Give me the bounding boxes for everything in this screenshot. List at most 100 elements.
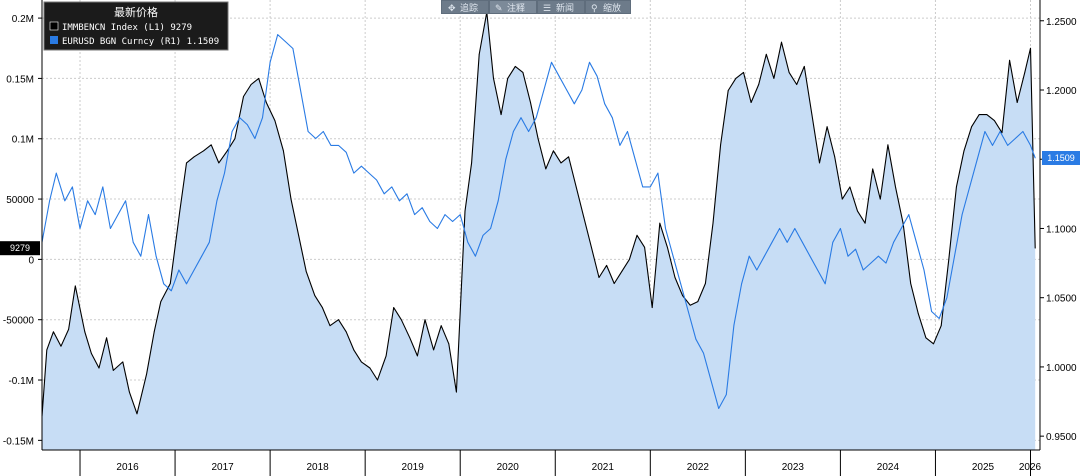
series-1-point-76 <box>619 145 621 146</box>
legend-title: 最新价格 <box>114 5 158 19</box>
series-0-point-117 <box>940 325 942 327</box>
series-0-point-126 <box>1009 59 1010 61</box>
series-0-point-119 <box>956 186 957 188</box>
series-0-point-75 <box>621 271 623 272</box>
series-1-point-21 <box>201 255 203 257</box>
series-0-point-114 <box>917 313 919 315</box>
series-0-point-49 <box>424 319 426 321</box>
series-1-point-61 <box>505 158 507 160</box>
tool-track-button[interactable]: ✥ 追踪 <box>442 1 488 13</box>
series-1-point-1 <box>49 200 50 202</box>
series-1-point-48 <box>406 193 408 195</box>
series-1-point-37 <box>322 131 324 132</box>
series-0-point-4 <box>68 329 69 330</box>
series-0-point-53 <box>456 391 457 393</box>
series-1-point-128 <box>1014 138 1016 139</box>
series-1-point-49 <box>414 214 415 216</box>
series-1-point-131 <box>1034 157 1036 159</box>
series-0-point-47 <box>409 337 411 339</box>
series-0-point-60 <box>507 78 509 79</box>
series-1-point-16 <box>163 283 165 285</box>
series-1-point-119 <box>946 297 948 299</box>
series-0-point-37 <box>329 325 331 327</box>
series-0-point-42 <box>369 367 371 369</box>
series-0-point-13 <box>136 413 138 415</box>
series-0-point-129 <box>1030 47 1031 49</box>
series-0-point-52 <box>448 343 450 345</box>
series-0-point-28 <box>258 78 260 79</box>
series-0-point-64 <box>537 138 539 140</box>
series-0-point-99 <box>803 66 805 67</box>
series-1-point-24 <box>224 172 225 174</box>
series-0-point-79 <box>651 307 653 308</box>
series-1-point-43 <box>368 172 370 174</box>
tool-zoom-button[interactable]: ⚲ 缩放 <box>586 1 630 13</box>
x-tick-label-2019: 2019 <box>402 462 425 473</box>
series-0-point-81 <box>667 246 668 248</box>
series-0-point-17 <box>169 283 171 284</box>
series-1-point-73 <box>596 75 598 77</box>
series-0-point-29 <box>265 102 267 103</box>
series-0-point-34 <box>305 271 307 272</box>
x-tick-label-2018: 2018 <box>307 462 330 473</box>
series-0-point-97 <box>788 72 790 73</box>
series-1-point-88 <box>710 380 712 382</box>
right-tick-label-5: 1.2000 <box>1046 86 1077 97</box>
series-0-point-45 <box>393 307 395 308</box>
series-0-point-19 <box>186 162 187 164</box>
series-1-point-28 <box>254 138 256 139</box>
series-0-point-115 <box>925 337 927 339</box>
series-0-point-2 <box>53 331 54 333</box>
series-1-point-65 <box>535 117 537 119</box>
series-1-point-112 <box>893 241 894 243</box>
series-1-point-71 <box>581 89 583 91</box>
series-0-point-86 <box>705 283 706 284</box>
tool-news-label: 新闻 <box>556 2 574 13</box>
left-tick-label-7: 0.2M <box>12 14 34 25</box>
series-0-point-66 <box>553 150 554 152</box>
series-0-point-15 <box>153 331 155 333</box>
series-1-point-56 <box>467 241 469 243</box>
series-0-point-48 <box>417 355 418 357</box>
series-0-point-7 <box>91 353 92 354</box>
series-1-point-120 <box>954 255 955 257</box>
tool-annotate-button[interactable]: ✎ 注释 <box>490 1 536 13</box>
series-1-point-80 <box>649 186 651 188</box>
left-tick-label-1: -0.1M <box>8 376 34 387</box>
series-1-point-114 <box>908 214 910 216</box>
right-last-value-label: 1.1509 <box>1047 153 1075 163</box>
series-0-point-58 <box>493 78 494 79</box>
series-0-point-123 <box>986 114 988 115</box>
tool-zoom-label: 缩放 <box>603 2 621 13</box>
series-0-point-87 <box>712 222 714 224</box>
series-1-point-89 <box>718 408 720 409</box>
series-0-point-21 <box>203 150 205 152</box>
legend-entry-eurusd: EURUSD BGN Curncy (R1) 1.1509 <box>62 37 219 47</box>
series-1-point-69 <box>566 89 568 91</box>
series-1-point-44 <box>376 179 377 181</box>
news-icon: ☰ <box>543 3 551 13</box>
series-1-point-32 <box>284 41 286 42</box>
left-tick-label-3: 0 <box>28 255 34 266</box>
left-tick-label-6: 0.15M <box>6 74 34 85</box>
series-0-point-78 <box>644 246 645 248</box>
series-0-point-128 <box>1024 72 1026 73</box>
x-tick-label-2016: 2016 <box>116 462 139 473</box>
series-1-point-23 <box>216 200 218 202</box>
left-axis: -0.15M -0.1M -50000 0 50000 0.1M 0.15M 0.2M <box>3 0 43 450</box>
series-0-point-82 <box>674 277 676 278</box>
series-0-point-113 <box>910 283 912 284</box>
tool-news-button[interactable]: ☰ 新闻 <box>538 1 584 13</box>
series-0-point-61 <box>514 66 516 67</box>
x-tick-label-2017: 2017 <box>211 462 234 473</box>
series-1-point-62 <box>513 131 514 132</box>
series-0-point-112 <box>902 222 904 224</box>
x-tick-label-2020: 2020 <box>497 462 520 473</box>
x-axis: 2016 2017 2018 2019 2020 2021 2022 2023 2024 2025… <box>42 449 1042 476</box>
series-1-point-7 <box>94 214 96 216</box>
x-tick-label-2026: 2026 <box>1019 462 1042 473</box>
series-0-point-100 <box>811 114 813 115</box>
series-1-point-31 <box>277 34 279 35</box>
series-1-point-25 <box>231 131 233 132</box>
